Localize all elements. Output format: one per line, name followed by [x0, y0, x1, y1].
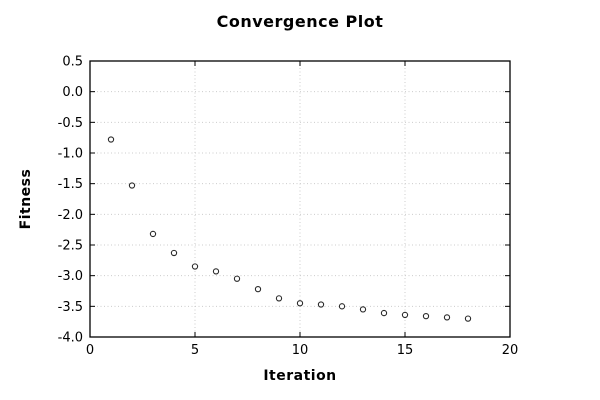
data-point: [191, 263, 199, 270]
y-tick-label: -1.0: [58, 147, 83, 162]
y-tick-label: -4.0: [58, 331, 83, 346]
y-tick-label: -3.5: [58, 300, 83, 315]
data-point: [128, 182, 136, 189]
data-point: [107, 136, 115, 143]
x-tick-label: 20: [502, 343, 519, 358]
data-point: [401, 311, 409, 319]
x-tick-label: 5: [191, 343, 199, 358]
data-point: [296, 300, 304, 307]
data-point: [464, 315, 472, 322]
x-axis-title: Iteration: [263, 368, 337, 384]
data-point: [233, 275, 241, 282]
y-tick-label: -2.5: [58, 239, 83, 254]
y-tick-label: 0.5: [62, 55, 83, 70]
data-point: [275, 295, 283, 302]
data-point: [443, 314, 451, 321]
y-tick-label: -1.5: [58, 177, 83, 192]
y-tick-label: -0.5: [58, 116, 83, 131]
x-tick-label: 10: [292, 343, 309, 358]
data-point: [170, 249, 178, 257]
data-point: [149, 230, 157, 238]
data-point: [254, 286, 262, 293]
y-tick-label: 0.0: [62, 85, 83, 100]
y-tick-label: -3.0: [58, 269, 83, 284]
data-point: [380, 309, 388, 317]
chart-title: Convergence Plot: [216, 12, 384, 31]
data-point: [317, 301, 325, 308]
y-tick-label: -2.0: [58, 208, 83, 223]
data-point: [212, 268, 220, 275]
data-point: [359, 306, 367, 313]
x-tick-label: 0: [86, 343, 94, 358]
data-point: [422, 312, 430, 320]
data-point: [338, 303, 346, 310]
x-tick-label: 15: [397, 343, 414, 358]
